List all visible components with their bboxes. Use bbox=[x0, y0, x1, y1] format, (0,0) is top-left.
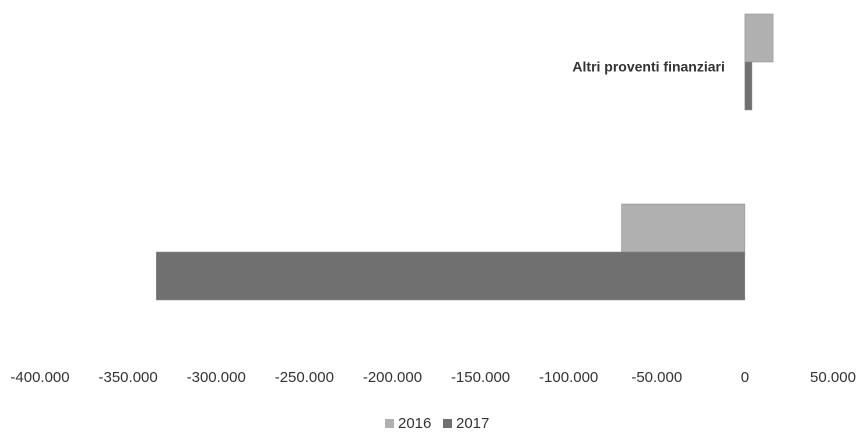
x-tick-label: 0 bbox=[741, 369, 749, 386]
x-tick-label: -350.000 bbox=[99, 369, 158, 386]
bar bbox=[621, 203, 746, 253]
legend-swatch bbox=[385, 419, 394, 428]
category-label: Altri proventi finanziari bbox=[572, 59, 724, 75]
x-tick-label: -150.000 bbox=[451, 369, 510, 386]
bar bbox=[744, 61, 753, 111]
x-tick-label: -300.000 bbox=[187, 369, 246, 386]
bar bbox=[744, 13, 774, 63]
legend-label: 2017 bbox=[456, 415, 489, 432]
bar bbox=[156, 251, 746, 301]
legend-swatch bbox=[443, 419, 452, 428]
x-tick-label: -50.000 bbox=[631, 369, 682, 386]
x-tick-label: -250.000 bbox=[275, 369, 334, 386]
legend-label: 2016 bbox=[398, 415, 431, 432]
x-tick-label: -100.000 bbox=[539, 369, 598, 386]
x-tick-label: -200.000 bbox=[363, 369, 422, 386]
x-tick-label: -400.000 bbox=[10, 369, 69, 386]
x-tick-label: 50.000 bbox=[810, 369, 856, 386]
